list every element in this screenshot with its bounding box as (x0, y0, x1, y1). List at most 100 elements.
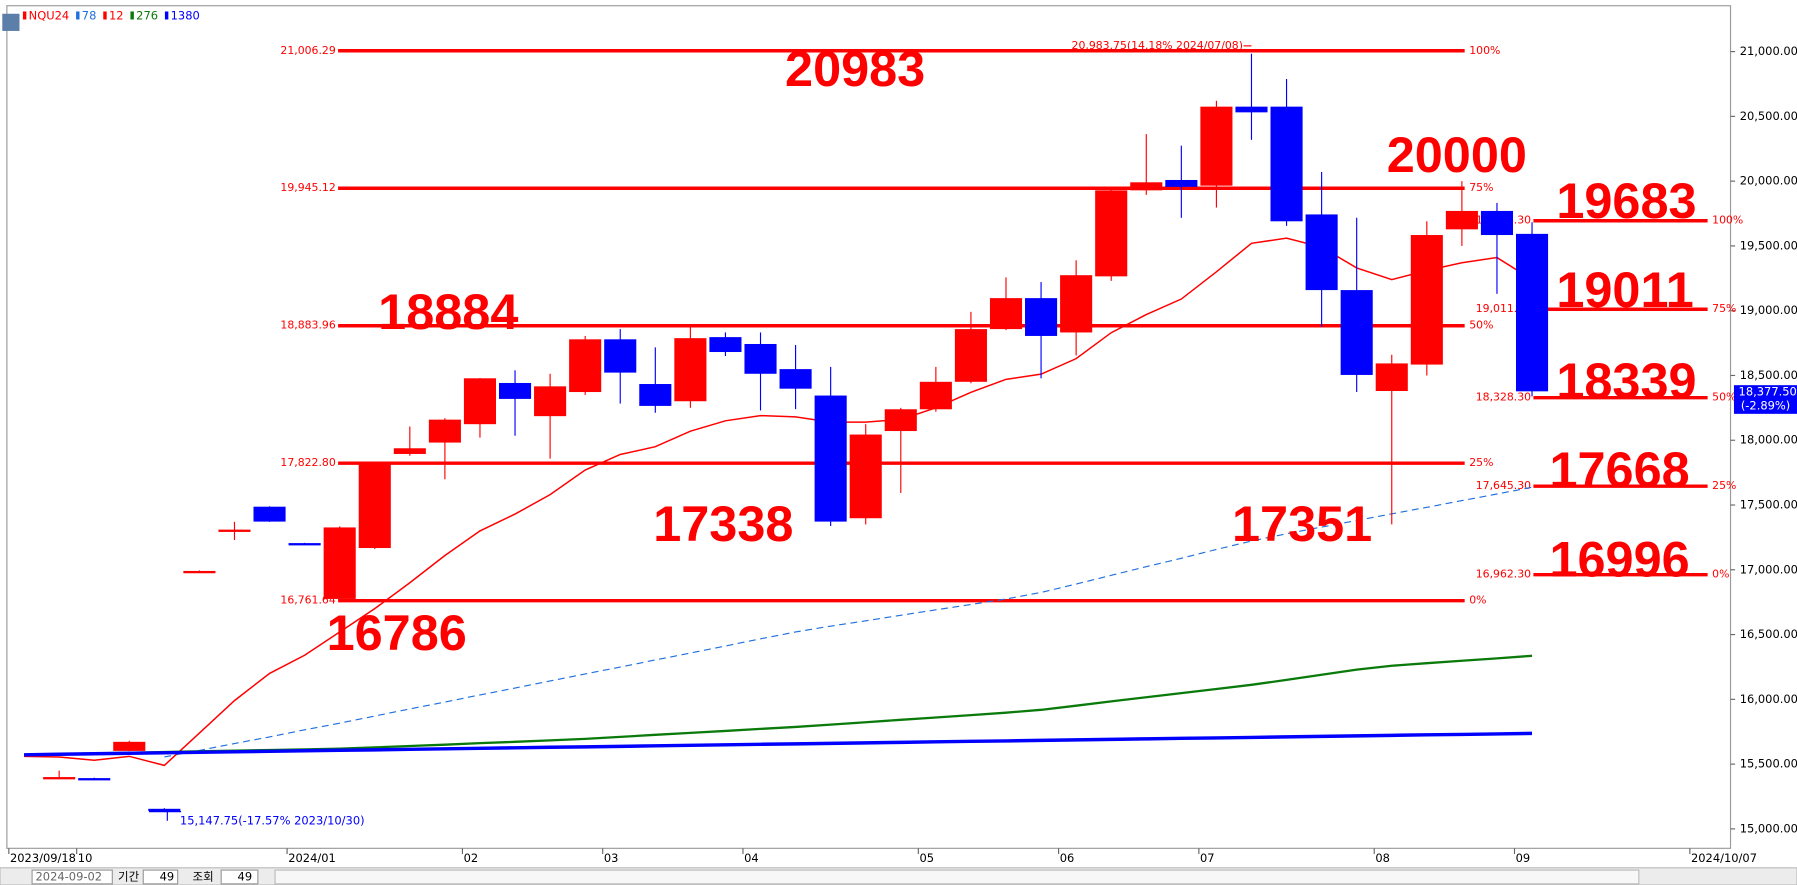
date-input[interactable] (31, 869, 113, 885)
candle-body (1375, 363, 1408, 392)
candle-body (709, 337, 742, 353)
y-tick-label: 19,500.00 (1740, 238, 1797, 252)
candle-body (1445, 210, 1478, 230)
candle-body (393, 448, 426, 454)
x-tick-label: 07 (1200, 851, 1215, 865)
x-tick-label: 2024/10/07 (1691, 851, 1757, 865)
x-tick-label: 03 (604, 851, 619, 865)
fib-pct-label: 75% (1712, 302, 1736, 315)
legend-label: 78 (82, 9, 97, 23)
toolbar-button[interactable]: 조회 (193, 869, 214, 883)
candle-body (288, 543, 321, 546)
menu-icon[interactable] (2, 13, 20, 31)
fib-pct-label: 50% (1712, 391, 1736, 404)
scrollbar[interactable] (274, 869, 1640, 885)
x-tick-label: 02 (464, 851, 479, 865)
legend-label: 276 (136, 9, 158, 23)
candle-body (43, 777, 76, 780)
candle-body (674, 338, 707, 402)
fib-value-label: 18,328.30 (1476, 391, 1531, 404)
fib-pct-label: 100% (1469, 44, 1500, 57)
candle-body (1095, 190, 1128, 277)
y-tick-label: 15,000.00 (1740, 821, 1797, 835)
low-note: 15,147.75(-17.57% 2023/10/30) (180, 813, 365, 827)
y-tick-label: 17,500.00 (1740, 498, 1797, 512)
candle-body (849, 434, 882, 519)
fib-value-label: 16,962.30 (1476, 568, 1531, 581)
candle-body (1480, 210, 1514, 236)
annotation: 16996 (1549, 531, 1689, 588)
fib-value-label: 17,822.80 (280, 456, 335, 469)
toolbar-period: 49 (160, 869, 175, 883)
candle-body (744, 343, 777, 374)
fib-pct-label: 100% (1712, 214, 1743, 227)
fib-pct-label: 25% (1712, 479, 1736, 492)
y-tick-label: 17,000.00 (1740, 562, 1797, 576)
y-tick-label: 21,000.00 (1740, 44, 1797, 58)
annotation: 20000 (1387, 126, 1527, 183)
x-tick-label: 2024/01 (288, 851, 336, 865)
candle-body (183, 570, 216, 574)
candle-body (1200, 106, 1233, 186)
fib-value-label: 21,006.29 (280, 44, 335, 57)
annotation: 18884 (378, 283, 518, 340)
plot-frame (6, 5, 1732, 849)
x-tick-label: 06 (1060, 851, 1075, 865)
candle-body (1235, 106, 1268, 113)
legend-swatch (164, 11, 169, 20)
fib-pct-label: 75% (1469, 181, 1493, 194)
candle-body (1305, 214, 1338, 291)
candle-body (463, 378, 497, 425)
y-tick-label: 15,500.00 (1740, 757, 1797, 771)
legend-label: 1380 (171, 9, 200, 23)
candle-body (639, 384, 672, 406)
candle-body (323, 527, 356, 599)
candle-body (218, 529, 251, 532)
y-tick-label: 20,500.00 (1740, 109, 1797, 123)
candle-body (358, 463, 391, 549)
annotation: 19011 (1556, 261, 1693, 318)
y-tick-label: 19,000.00 (1740, 303, 1797, 317)
candle-body (1130, 182, 1163, 191)
last-price-box (1733, 385, 1797, 414)
candle-body (1025, 298, 1058, 336)
candle-body (428, 419, 461, 443)
y-tick-label: 18,000.00 (1740, 433, 1797, 447)
candle-body (814, 395, 847, 522)
ma-line (24, 731, 1533, 757)
candle-body (569, 339, 602, 393)
candle-body (989, 298, 1023, 330)
legend-swatch (22, 11, 27, 20)
period-input[interactable] (142, 869, 179, 885)
y-tick-label: 16,000.00 (1740, 692, 1797, 706)
fib-value-label: 17,645.30 (1476, 479, 1531, 492)
query-input[interactable] (220, 869, 259, 885)
candle-body (919, 381, 952, 410)
annotation: 17668 (1549, 441, 1689, 498)
candle-body (1410, 235, 1443, 365)
x-tick-label: 05 (919, 851, 934, 865)
candle-body (1270, 106, 1303, 222)
candle-body (1165, 179, 1198, 187)
last-price: 18,377.50 (1739, 385, 1797, 399)
ma-line (24, 237, 1533, 767)
y-tick-label: 20,000.00 (1740, 174, 1797, 188)
fib-value-label: 19,945.12 (280, 181, 335, 194)
fib-pct-label: 50% (1469, 319, 1493, 332)
legend-label: 12 (109, 9, 124, 23)
candle-body (1060, 275, 1093, 333)
ma-line (164, 486, 1533, 758)
fib-pct-label: 0% (1469, 594, 1486, 607)
candle-body (1515, 233, 1549, 392)
legend-swatch (130, 11, 134, 20)
marks: 15,000.00 15,500.00 16,000.00 16,500.00 17,0… (8, 9, 1797, 865)
toolbar-query: 49 (238, 869, 253, 883)
toolbar-date: 2024-09-02 (36, 869, 103, 883)
candle-body (534, 386, 567, 417)
legend-label: NQU24 (29, 9, 70, 23)
fib-pct-label: 25% (1469, 456, 1493, 469)
x-tick-label: 08 (1375, 851, 1390, 865)
annotation: 19683 (1556, 172, 1696, 229)
